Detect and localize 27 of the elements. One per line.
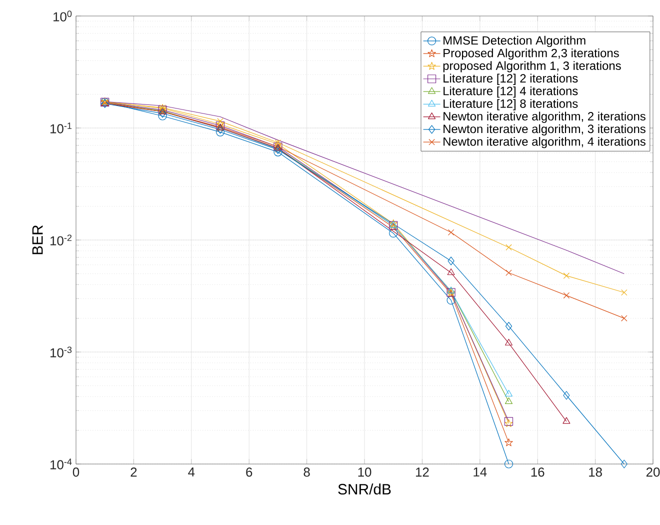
legend-label: MMSE Detection Algorithm [444, 36, 586, 48]
legend-label: Newton iterative algorithm, 3 iterations [444, 124, 646, 136]
x-tick-label: 16 [531, 468, 544, 477]
x-tick-label: 20 [646, 468, 660, 477]
legend-label: Literature [12] 8 iterations [444, 99, 578, 110]
legend-label: proposed Algorithm 1, 3 iterations [443, 61, 621, 72]
x-tick-label: 14 [474, 468, 487, 476]
legend-label: Literature [12] 2 iterations [444, 74, 578, 85]
x-tick-label: 8 [304, 468, 310, 477]
x-tick-label: 12 [416, 468, 429, 477]
y-tick-label: 10$^{-4}$ [50, 458, 72, 470]
x-tick-label: 0 [72, 468, 80, 477]
x-axis-title: SNR/dB [338, 484, 391, 495]
y-axis-title: BER [32, 225, 43, 254]
x-tick-label: 10 [358, 468, 372, 477]
legend-label: Literature [12] 4 iterations [444, 86, 578, 98]
x-tick-label: 6 [246, 468, 252, 477]
legend-label: Newton iterative algorithm, 4 iterations [444, 137, 646, 148]
y-tick-label: 10$^{0}$ [54, 10, 72, 22]
x-tick-label: 18 [589, 468, 602, 477]
x-tick-label: 2 [130, 468, 137, 477]
legend-label: Proposed Algorithm 2,3 iterations [444, 48, 619, 60]
x-tick-label: 4 [188, 468, 195, 476]
y-tick-label: 10$^{-2}$ [50, 234, 72, 246]
y-tick-label: 10$^{-1}$ [50, 122, 72, 134]
y-tick-label: 10$^{-3}$ [50, 346, 72, 358]
legend-label: Newton iterative algorithm, 2 iterations [444, 112, 646, 123]
